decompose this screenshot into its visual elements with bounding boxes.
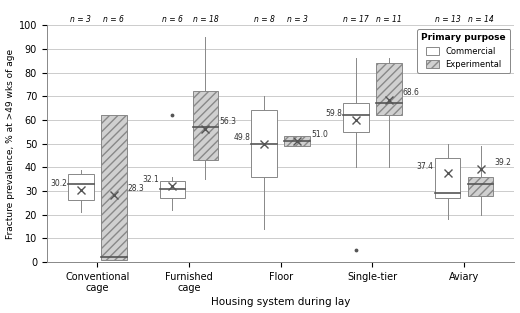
Text: n = 13: n = 13 xyxy=(435,15,460,24)
X-axis label: Housing system during lay: Housing system during lay xyxy=(211,297,350,307)
Bar xyxy=(192,91,218,160)
Text: 51.0: 51.0 xyxy=(311,130,328,139)
Text: 49.8: 49.8 xyxy=(233,133,250,142)
Bar xyxy=(160,182,185,198)
Text: n = 17: n = 17 xyxy=(343,15,369,24)
Text: 68.6: 68.6 xyxy=(402,88,420,97)
Bar xyxy=(435,158,460,198)
Text: 32.1: 32.1 xyxy=(142,175,159,183)
Legend: Commercial, Experimental: Commercial, Experimental xyxy=(418,29,510,73)
Text: 39.2: 39.2 xyxy=(495,158,511,167)
Text: n = 3: n = 3 xyxy=(287,15,307,24)
Bar xyxy=(284,136,310,146)
Text: 30.2: 30.2 xyxy=(50,179,67,188)
Bar xyxy=(343,103,369,132)
Bar xyxy=(101,115,126,259)
Text: n = 11: n = 11 xyxy=(376,15,402,24)
Text: 59.8: 59.8 xyxy=(325,109,342,118)
Bar xyxy=(376,63,401,115)
Text: n = 6: n = 6 xyxy=(103,15,124,24)
Text: 37.4: 37.4 xyxy=(417,162,434,171)
Y-axis label: Fracture prevalence, % at >49 wks of age: Fracture prevalence, % at >49 wks of age xyxy=(6,49,15,239)
Text: n = 14: n = 14 xyxy=(467,15,493,24)
Text: n = 3: n = 3 xyxy=(70,15,91,24)
Text: n = 8: n = 8 xyxy=(254,15,275,24)
Text: 56.3: 56.3 xyxy=(219,117,236,126)
Bar xyxy=(251,110,277,177)
Text: n = 18: n = 18 xyxy=(192,15,218,24)
Text: 28.3: 28.3 xyxy=(127,183,144,192)
Bar xyxy=(68,174,94,200)
Bar xyxy=(467,177,493,196)
Text: n = 6: n = 6 xyxy=(162,15,183,24)
